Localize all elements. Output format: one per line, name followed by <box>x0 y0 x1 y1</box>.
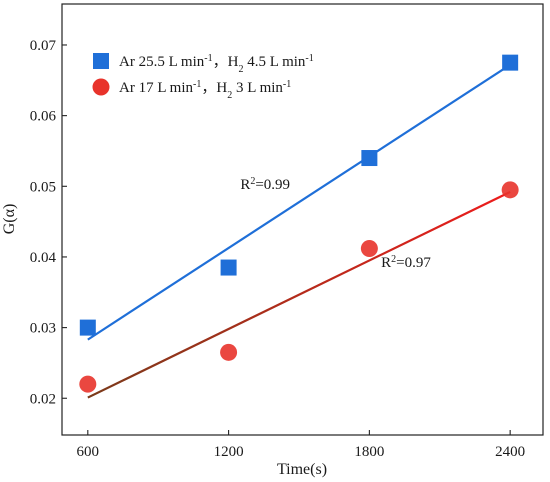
r-squared-label: R2=0.99 <box>240 176 290 194</box>
fit-lines <box>87 63 511 399</box>
data-point-series-2 <box>79 375 97 393</box>
data-point-series-1 <box>502 54 519 71</box>
data-point-series-1 <box>220 259 237 276</box>
data-markers <box>79 54 519 393</box>
x-tick-label: 2400 <box>495 444 525 460</box>
y-axis-title: G(α) <box>1 204 18 235</box>
r-squared-label: R2=0.97 <box>381 253 431 271</box>
x-axis-title: Time(s) <box>277 461 327 478</box>
data-point-series-2 <box>501 181 519 199</box>
x-axis: 600 1200 1800 2400 <box>77 430 525 460</box>
x-tick-label: 1200 <box>214 444 244 460</box>
legend-marker-square <box>93 53 109 69</box>
r-squared-label-part: =0.99 <box>255 177 290 193</box>
legend-entry-part: -1 <box>305 53 313 64</box>
r-squared-label-part: 2 <box>391 253 396 264</box>
legend-entry-part: 2 <box>238 64 243 75</box>
r-squared-label-part: 2 <box>250 176 255 187</box>
legend-marker-circle <box>92 78 110 96</box>
x-tick-label: 600 <box>77 444 100 460</box>
x-tick-label: 1800 <box>354 444 384 460</box>
r-squared-label-part: R <box>381 255 391 271</box>
fit-line-series-1 <box>87 63 511 341</box>
legend: Ar 25.5 L min-1，H2 4.5 L min-1Ar 17 L mi… <box>92 53 314 101</box>
y-tick-label: 0.06 <box>30 109 57 125</box>
data-point-series-2 <box>220 343 238 361</box>
data-point-series-1 <box>361 150 378 167</box>
legend-entry: Ar 25.5 L min-1，H2 4.5 L min-1 <box>119 53 314 75</box>
legend-entry-part: 4.5 L min <box>243 54 305 70</box>
r-squared-label-part: =0.97 <box>396 255 431 271</box>
data-point-series-2 <box>360 239 378 257</box>
fit-line-series-2 <box>87 190 511 399</box>
legend-entry-part: Ar 25.5 L min <box>119 54 205 70</box>
y-tick-label: 0.02 <box>30 391 56 407</box>
y-tick-label: 0.07 <box>30 38 57 54</box>
legend-entry-part: -1 <box>193 79 201 90</box>
legend-entry-part: 3 L min <box>232 80 283 96</box>
legend-entry-part: ，H <box>201 80 227 96</box>
legend-entry-part: 2 <box>227 90 232 101</box>
data-point-series-1 <box>79 319 96 336</box>
legend-entry-part: -1 <box>283 79 291 90</box>
legend-entry-part: -1 <box>204 53 212 64</box>
y-tick-label: 0.05 <box>30 179 56 195</box>
y-tick-label: 0.04 <box>30 250 57 266</box>
r-squared-label-part: R <box>240 177 250 193</box>
plot-frame <box>61 3 544 436</box>
y-axis: 0.02 0.03 0.04 0.05 0.06 0.07 <box>30 38 67 407</box>
legend-entry-part: Ar 17 L min <box>119 80 194 96</box>
legend-entry: Ar 17 L min-1，H2 3 L min-1 <box>119 79 291 101</box>
legend-entry-part: ，H <box>213 54 239 70</box>
y-tick-label: 0.03 <box>30 321 56 337</box>
